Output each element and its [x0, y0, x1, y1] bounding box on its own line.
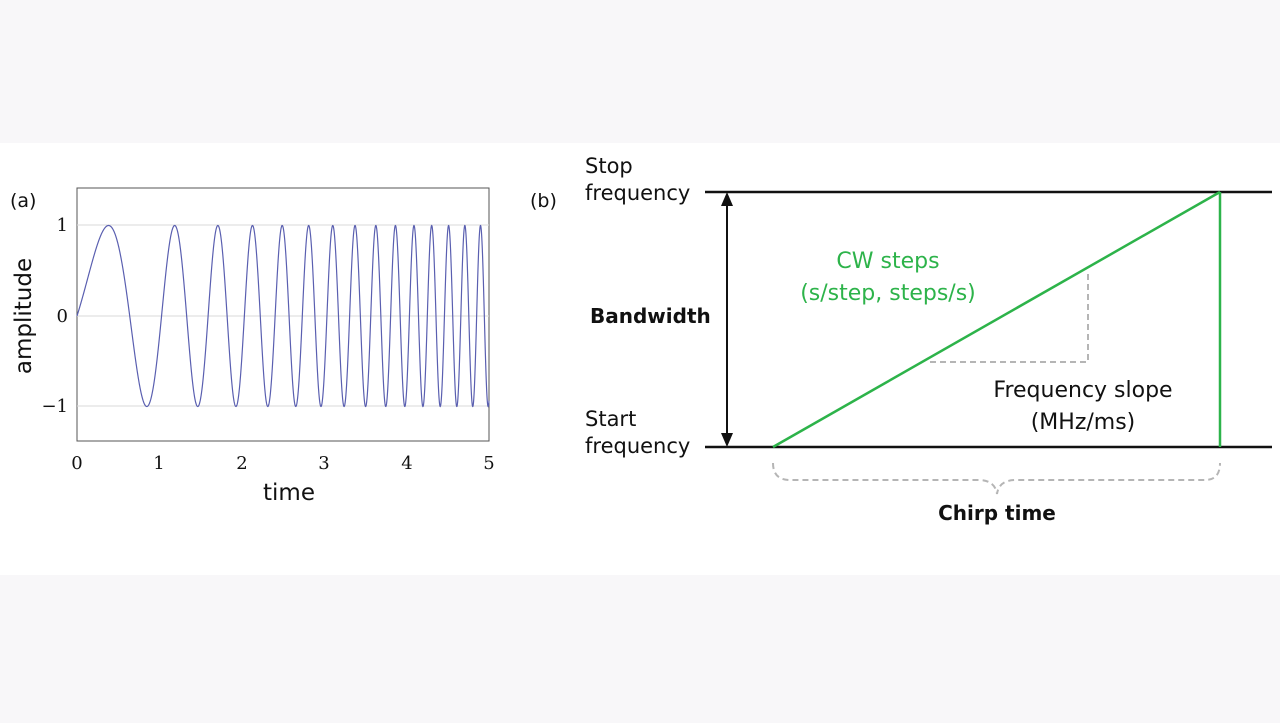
plot-frame — [76, 187, 490, 442]
y-tick-label-1: 1 — [57, 215, 68, 236]
x-tick-label-3: 3 — [318, 453, 329, 474]
bandwidth-label: Bandwidth — [590, 304, 711, 328]
panel-b-label: (b) — [530, 190, 557, 212]
panel-a-label: (a) — [10, 190, 36, 212]
y-tick-label-0: 0 — [57, 306, 68, 327]
stop-label-line-2: frequency — [585, 181, 690, 205]
chirp-ramp-line — [772, 190, 1221, 449]
x-tick-label-5: 5 — [483, 453, 494, 474]
chirp-series-line — [76, 224, 490, 408]
x-tick-label-0: 0 — [71, 453, 82, 474]
y-axis-title: amplitude — [11, 258, 37, 374]
y-tick-label-neg1: −1 — [41, 396, 68, 417]
chirp-time-label: Chirp time — [938, 501, 1056, 525]
chirp-time-brace — [772, 462, 1221, 495]
cw-steps-label-line-2: (s/step, steps/s) — [800, 281, 976, 306]
stop-label-line-1: Stop — [585, 154, 633, 178]
start-label-line-1: Start — [585, 407, 636, 431]
cw-steps-label-line-1: CW steps — [836, 249, 939, 274]
slope-triangle-dashed — [930, 270, 1089, 363]
frequency-slope-label-line-2: (MHz/ms) — [1031, 410, 1136, 435]
start-label-line-2: frequency — [585, 434, 690, 458]
bandwidth-arrow-head-down — [721, 433, 733, 447]
x-axis-title: time — [263, 480, 315, 506]
frequency-slope-label-line-1: Frequency slope — [993, 378, 1172, 403]
x-tick-label-4: 4 — [401, 453, 412, 474]
x-tick-label-1: 1 — [153, 453, 164, 474]
panel-b: (b) Stop frequency Start frequency Bandw… — [530, 154, 1272, 525]
bandwidth-arrow-head-up — [721, 192, 733, 206]
panel-a: (a) 1 0 −1 0 1 2 3 4 5 time amplitude — [10, 187, 495, 506]
x-tick-label-2: 2 — [236, 453, 247, 474]
